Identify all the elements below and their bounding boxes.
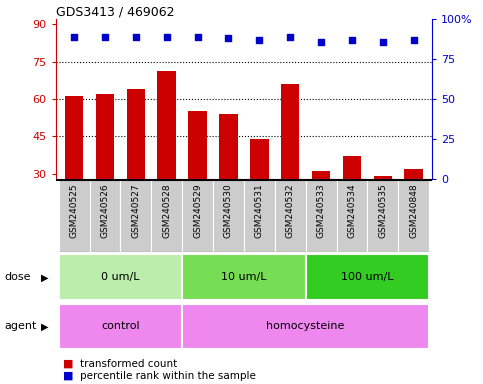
Bar	[182, 304, 429, 349]
Text: 0 um/L: 0 um/L	[101, 272, 140, 283]
Point	[225, 35, 232, 41]
Bar	[398, 180, 429, 252]
Bar	[250, 139, 269, 179]
Bar	[337, 180, 368, 252]
Bar	[120, 180, 151, 252]
Point	[256, 37, 263, 43]
Bar	[58, 180, 89, 252]
Bar	[96, 94, 114, 179]
Text: ■: ■	[63, 359, 73, 369]
Point	[348, 37, 356, 43]
Point	[101, 34, 109, 40]
Text: dose: dose	[5, 272, 31, 283]
Point	[70, 34, 78, 40]
Point	[163, 34, 170, 40]
Bar	[368, 180, 398, 252]
Text: GSM240533: GSM240533	[317, 183, 326, 238]
Bar	[281, 84, 299, 179]
Text: GDS3413 / 469062: GDS3413 / 469062	[56, 5, 174, 18]
Bar	[244, 180, 275, 252]
Text: transformed count: transformed count	[80, 359, 177, 369]
Text: GSM240534: GSM240534	[347, 183, 356, 238]
Bar	[58, 304, 182, 349]
Text: GSM240848: GSM240848	[409, 183, 418, 238]
Text: ▶: ▶	[41, 272, 49, 283]
Bar	[374, 176, 392, 179]
Text: GSM240531: GSM240531	[255, 183, 264, 238]
Text: 10 um/L: 10 um/L	[221, 272, 267, 283]
Bar	[127, 89, 145, 179]
Text: GSM240526: GSM240526	[100, 183, 110, 238]
Bar	[306, 255, 429, 300]
Text: GSM240532: GSM240532	[286, 183, 295, 238]
Bar	[312, 171, 330, 179]
Text: GSM240525: GSM240525	[70, 183, 79, 238]
Bar	[151, 180, 182, 252]
Text: GSM240535: GSM240535	[378, 183, 387, 238]
Bar	[157, 71, 176, 179]
Point	[379, 38, 387, 45]
Text: ▶: ▶	[41, 321, 49, 331]
Point	[194, 34, 201, 40]
Bar	[89, 180, 120, 252]
Text: homocysteine: homocysteine	[267, 321, 345, 331]
Text: ■: ■	[63, 371, 73, 381]
Text: GSM240530: GSM240530	[224, 183, 233, 238]
Text: GSM240528: GSM240528	[162, 183, 171, 238]
Bar	[343, 156, 361, 179]
Bar	[65, 96, 84, 179]
Bar	[188, 111, 207, 179]
Point	[317, 38, 325, 45]
Text: 100 um/L: 100 um/L	[341, 272, 394, 283]
Bar	[275, 180, 306, 252]
Bar	[404, 169, 423, 179]
Bar	[58, 255, 182, 300]
Point	[132, 34, 140, 40]
Point	[410, 37, 418, 43]
Bar	[219, 114, 238, 179]
Text: GSM240527: GSM240527	[131, 183, 141, 238]
Text: percentile rank within the sample: percentile rank within the sample	[80, 371, 256, 381]
Bar	[306, 180, 337, 252]
Bar	[182, 255, 306, 300]
Point	[286, 34, 294, 40]
Text: control: control	[101, 321, 140, 331]
Bar	[182, 180, 213, 252]
Text: agent: agent	[5, 321, 37, 331]
Text: GSM240529: GSM240529	[193, 183, 202, 238]
Bar	[213, 180, 244, 252]
